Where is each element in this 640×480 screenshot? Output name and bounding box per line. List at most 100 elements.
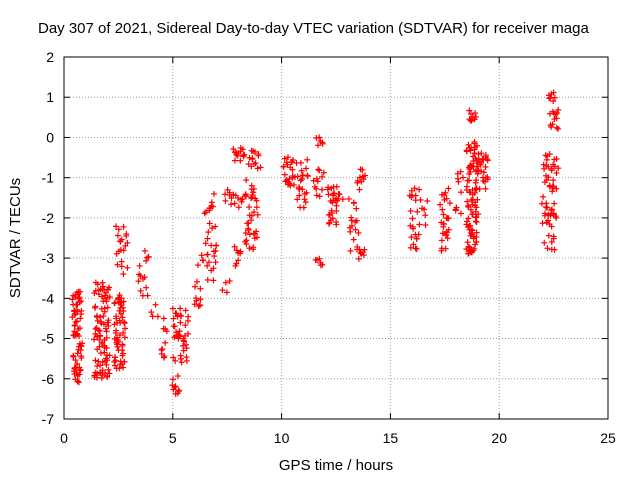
data-point [355, 229, 362, 236]
data-point [228, 195, 235, 202]
data-point [319, 261, 326, 268]
data-point [540, 193, 547, 200]
data-point [116, 365, 123, 372]
data-point [120, 308, 127, 315]
data-point [348, 217, 355, 224]
data-point [112, 357, 119, 364]
data-point [105, 366, 112, 373]
data-point [205, 229, 212, 236]
data-point [103, 344, 110, 351]
data-point [356, 246, 363, 253]
data-point [105, 322, 112, 329]
data-point [144, 292, 151, 299]
data-point [181, 332, 188, 339]
data-point [204, 276, 211, 283]
data-point [329, 215, 336, 222]
data-point [474, 163, 481, 170]
data-point [98, 374, 105, 381]
data-point [143, 257, 150, 264]
data-point [79, 340, 86, 347]
data-point [210, 277, 217, 284]
data-point [243, 237, 250, 244]
data-point [112, 330, 119, 337]
data-point [206, 220, 213, 227]
data-point [251, 148, 258, 155]
data-point [339, 196, 346, 203]
data-point [444, 215, 451, 222]
data-point [120, 223, 127, 230]
data-point [539, 220, 546, 227]
data-point [455, 178, 462, 185]
data-point [472, 113, 479, 120]
data-point [209, 203, 216, 210]
data-point [254, 211, 261, 218]
data-point [551, 200, 558, 207]
data-point [70, 352, 77, 359]
y-axis-title: SDTVAR / TECUs [7, 178, 24, 298]
data-point [77, 315, 84, 322]
data-point [204, 262, 211, 269]
x-tick-label: 0 [60, 430, 68, 446]
data-point [458, 189, 465, 196]
data-point [192, 283, 199, 290]
data-point [103, 334, 110, 341]
data-point [255, 152, 262, 159]
data-point [414, 208, 421, 215]
data-point [72, 318, 79, 325]
data-point [313, 175, 320, 182]
data-point [474, 170, 481, 177]
data-point [543, 200, 550, 207]
data-point [242, 191, 249, 198]
data-point [197, 302, 204, 309]
data-point [78, 354, 85, 361]
data-point [77, 288, 84, 295]
data-point [442, 245, 449, 252]
data-point [548, 165, 555, 172]
data-point [410, 241, 417, 248]
data-point [333, 207, 340, 214]
data-point [333, 195, 340, 202]
data-point [480, 169, 487, 176]
data-point [464, 239, 471, 246]
data-point [356, 174, 363, 181]
data-point [178, 312, 185, 319]
data-point [310, 177, 317, 184]
data-point [200, 257, 207, 264]
data-point [409, 215, 416, 222]
data-point [71, 322, 78, 329]
data-point [197, 296, 204, 303]
data-point [549, 121, 556, 128]
data-point [253, 204, 260, 211]
data-point [298, 167, 305, 174]
data-point [439, 206, 446, 213]
data-point [542, 210, 549, 217]
data-point [361, 172, 368, 179]
data-point [191, 301, 198, 308]
data-point [475, 211, 482, 218]
data-point [407, 207, 414, 214]
data-point [348, 222, 355, 229]
chart-title: Day 307 of 2021, Sidereal Day-to-day VTE… [38, 20, 589, 37]
data-point [359, 166, 366, 173]
data-point [97, 333, 104, 340]
data-point [553, 155, 560, 162]
x-tick-label: 15 [383, 430, 399, 446]
data-point [204, 235, 211, 242]
data-point [360, 176, 367, 183]
data-point [467, 222, 474, 229]
data-point [116, 292, 123, 299]
data-point [145, 253, 152, 260]
data-point [484, 156, 491, 163]
data-point [474, 142, 481, 149]
data-point [118, 236, 125, 243]
data-point [171, 323, 178, 330]
data-point [121, 320, 128, 327]
data-point [437, 201, 444, 208]
data-point [296, 192, 303, 199]
data-point [475, 151, 482, 158]
data-point [74, 350, 81, 357]
data-point [238, 198, 245, 205]
data-point [114, 343, 121, 350]
data-point [411, 185, 418, 192]
data-point [74, 308, 81, 315]
